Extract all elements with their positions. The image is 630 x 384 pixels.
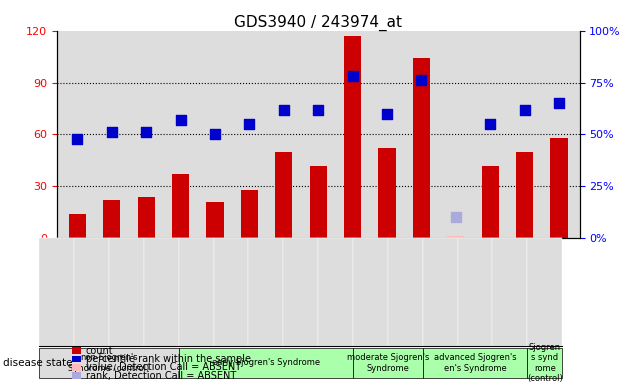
Bar [551,138,568,238]
Text: moderate Sjogren's
Syndrome: moderate Sjogren's Syndrome [346,353,429,372]
Text: non-Sjogren's
Syndrome (control): non-Sjogren's Syndrome (control) [69,353,149,372]
Point [554,100,564,106]
Text: count: count [86,346,113,356]
Bar [379,148,396,238]
Point [244,121,255,127]
Bar [344,36,361,238]
Point [520,106,530,113]
Bar [207,202,224,238]
Point [382,111,392,117]
Text: disease state: disease state [3,358,72,368]
Bar [481,166,499,238]
Point [416,78,427,84]
Bar [172,174,189,238]
Point [278,106,289,113]
Point [141,129,151,136]
Title: GDS3940 / 243974_at: GDS3940 / 243974_at [234,15,402,31]
Bar [137,197,155,238]
Bar [275,152,292,238]
Bar [103,200,120,238]
Text: percentile rank within the sample: percentile rank within the sample [86,354,251,364]
Point [348,73,358,79]
Text: early Sjogren's Syndrome: early Sjogren's Syndrome [212,358,320,367]
Point [450,214,461,220]
Point [210,131,220,137]
Bar [447,236,464,238]
Text: Sjogren
s synd
rome
(control): Sjogren s synd rome (control) [527,343,563,383]
Point [313,106,323,113]
Bar [413,58,430,238]
Bar [516,152,533,238]
Bar [241,190,258,238]
Bar [69,214,86,238]
Point [106,129,117,136]
Text: rank, Detection Call = ABSENT: rank, Detection Call = ABSENT [86,371,236,381]
Text: advanced Sjogren's
en's Syndrome: advanced Sjogren's en's Syndrome [433,353,517,372]
Point [176,117,186,123]
Point [72,136,83,142]
Bar [309,166,327,238]
Point [485,121,495,127]
Text: value, Detection Call = ABSENT: value, Detection Call = ABSENT [86,362,241,372]
